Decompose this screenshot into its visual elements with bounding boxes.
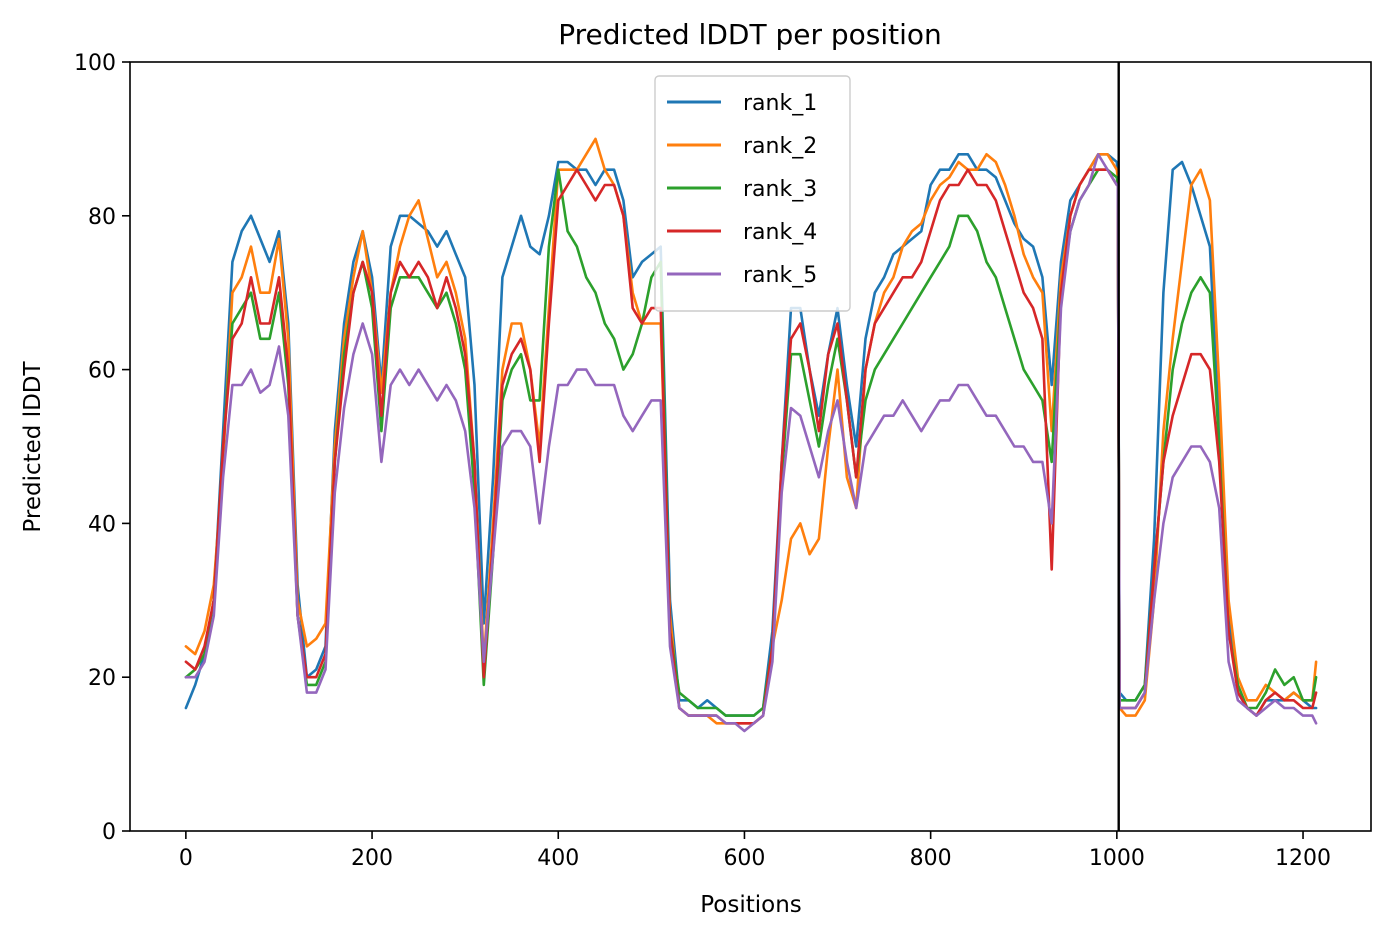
y-tick-label: 20 bbox=[88, 666, 116, 691]
legend: rank_1 rank_2 rank_3 rank_4 rank_5 bbox=[654, 75, 851, 312]
x-tick-label: 1000 bbox=[1089, 846, 1145, 871]
legend-label-rank-4: rank_4 bbox=[743, 220, 817, 245]
y-tick-label: 60 bbox=[88, 359, 116, 384]
legend-label-rank-3: rank_3 bbox=[743, 177, 817, 202]
y-tick-label: 80 bbox=[88, 205, 116, 230]
legend-label-rank-1: rank_1 bbox=[743, 91, 817, 116]
y-axis-label: Predicted lDDT bbox=[20, 360, 46, 532]
y-tick-label: 40 bbox=[88, 512, 116, 537]
y-tick-label: 100 bbox=[74, 51, 116, 76]
plot-frame bbox=[129, 61, 1372, 832]
x-tick-label: 0 bbox=[179, 846, 193, 871]
series-line-rank-5 bbox=[184, 153, 1318, 733]
x-tick-label: 800 bbox=[910, 846, 952, 871]
y-tick-label: 0 bbox=[102, 820, 116, 845]
legend-label-rank-5: rank_5 bbox=[743, 263, 817, 288]
legend-box bbox=[654, 75, 851, 312]
x-tick-label: 400 bbox=[537, 846, 579, 871]
x-tick-label: 1200 bbox=[1275, 846, 1331, 871]
legend-label-rank-2: rank_2 bbox=[743, 134, 817, 159]
x-tick-label: 600 bbox=[723, 846, 765, 871]
axes: 0 200 400 600 800 1000 1200 0 20 40 60 80 100 bbox=[74, 51, 1372, 871]
x-tick-label: 200 bbox=[351, 846, 393, 871]
chart-title: Predicted lDDT per position bbox=[558, 18, 942, 51]
plot-area bbox=[184, 62, 1318, 831]
x-axis-label: Positions bbox=[700, 892, 802, 918]
